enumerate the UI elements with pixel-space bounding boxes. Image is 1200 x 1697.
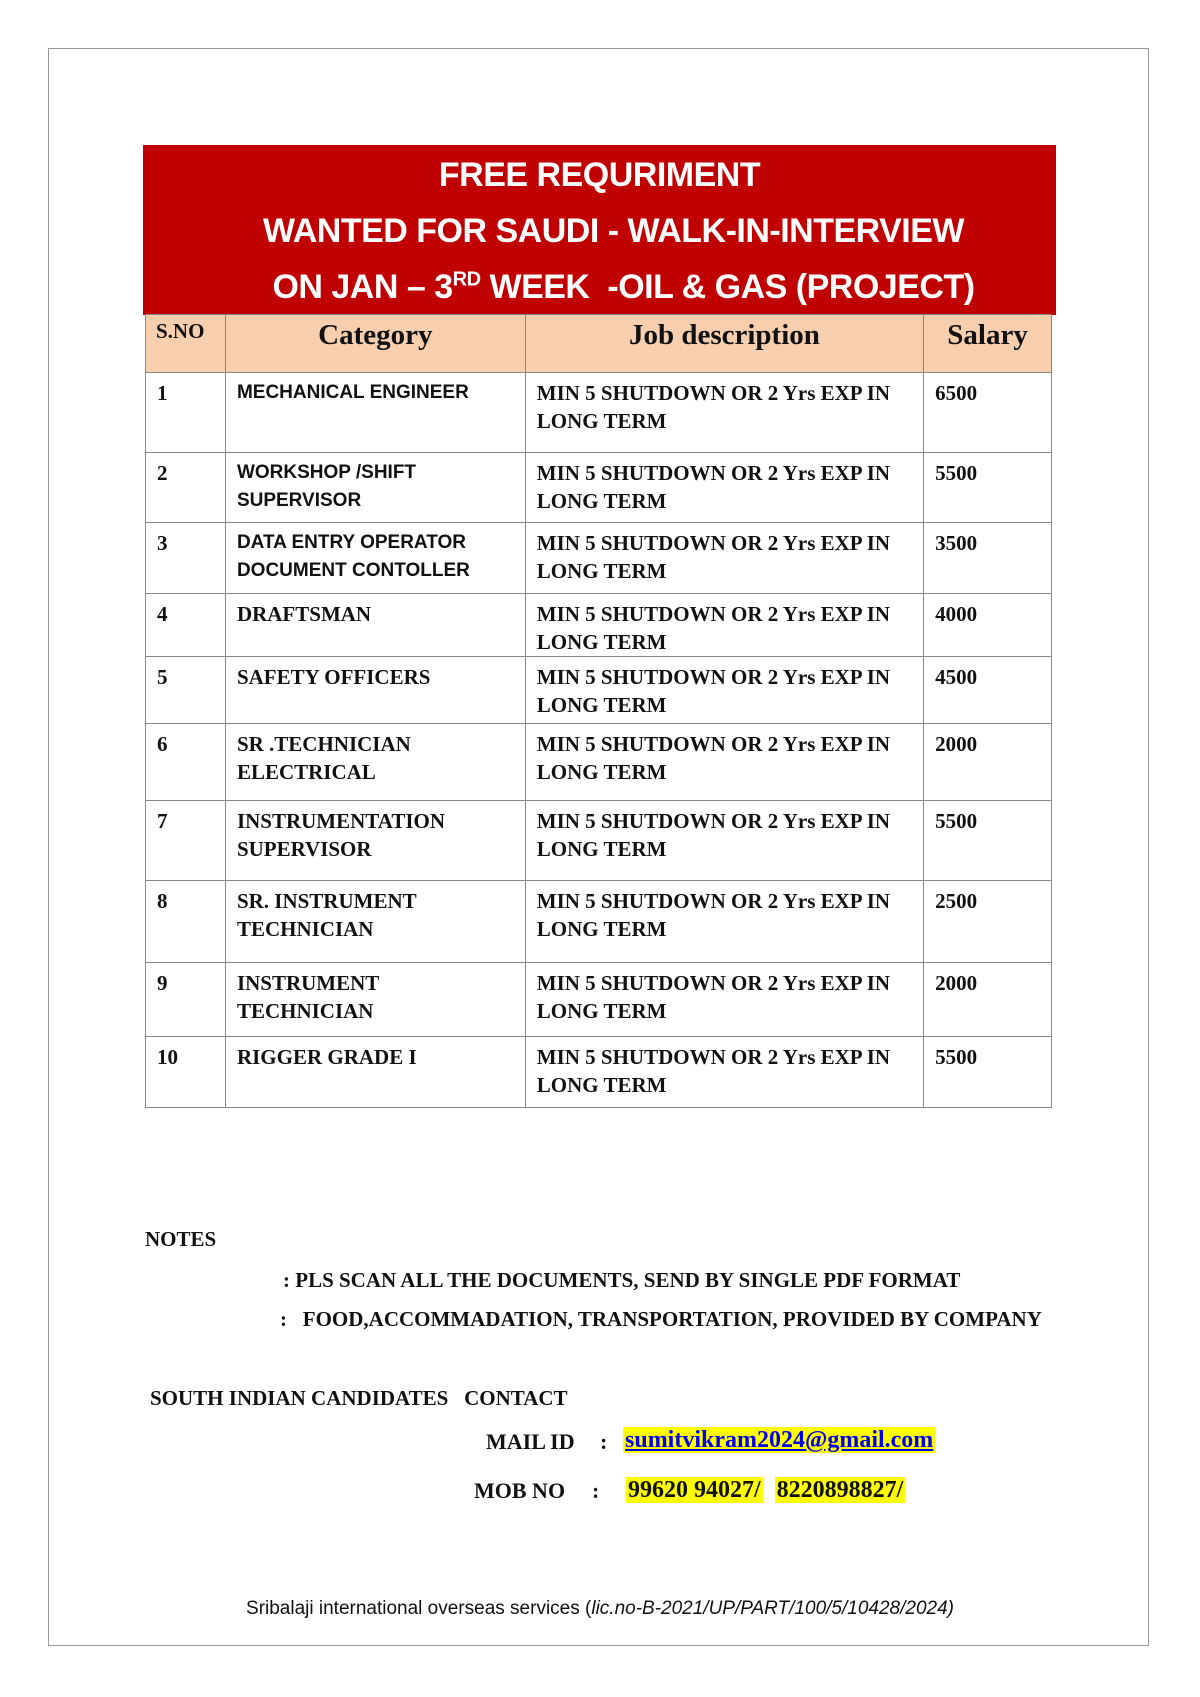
cell-job-description: MIN 5 SHUTDOWN OR 2 Yrs EXP IN LONG TERM: [524, 452, 925, 523]
cell-sno: 5: [145, 656, 226, 724]
cell-category: RIGGER GRADE I: [224, 1036, 526, 1108]
cell-category: INSTRUMENT TECHNICIAN: [224, 962, 526, 1037]
email-field: sumitvikram2024@gmail.com: [623, 1427, 936, 1454]
note-item: : FOOD,ACCOMMADATION, TRANSPORTATION, PR…: [280, 1307, 1042, 1331]
cell-salary: 3500: [923, 522, 1052, 594]
cell-job-description: MIN 5 SHUTDOWN OR 2 Yrs EXP IN LONG TERM: [524, 880, 925, 963]
cell-job-description: MIN 5 SHUTDOWN OR 2 Yrs EXP IN LONG TERM: [524, 593, 925, 657]
page-border: [48, 48, 1149, 1646]
footer-license: lic.no-B-2021/UP/PART/100/5/10428/2024): [591, 1598, 954, 1619]
table-row: 1 MECHANICAL ENGINEER MIN 5 SHUTDOWN OR 2 …: [145, 372, 1052, 453]
cell-category: WORKSHOP /SHIFT SUPERVISOR: [224, 452, 526, 523]
jobs-table: S.NO Category Job description Salary 1 ME…: [145, 314, 1052, 1108]
cell-salary: 2000: [923, 723, 1052, 801]
table-row: 9 INSTRUMENT TECHNICIAN MIN 5 SHUTDOWN OR …: [145, 962, 1052, 1037]
cell-sno: 2: [145, 452, 226, 523]
header-category: Category: [224, 314, 526, 373]
cell-category: MECHANICAL ENGINEER: [224, 372, 526, 453]
table-row: 3 DATA ENTRY OPERATOR DOCUMENT CONTOLLER M…: [145, 522, 1052, 594]
phone-1: 99620 94027/: [626, 1477, 763, 1503]
cell-job-description: MIN 5 SHUTDOWN OR 2 Yrs EXP IN LONG TERM: [524, 372, 925, 453]
cell-category: DRAFTSMAN: [224, 593, 526, 657]
cell-sno: 6: [145, 723, 226, 801]
cell-salary: 5500: [923, 800, 1052, 881]
mail-label: MAIL ID: [486, 1429, 575, 1454]
header-salary: Salary: [923, 314, 1052, 373]
cell-sno: 4: [145, 593, 226, 657]
mob-sep: :: [592, 1478, 600, 1503]
footer-company: Sribalaji international overseas service…: [246, 1598, 592, 1619]
banner-line-3-text: ON JAN – 3: [272, 268, 453, 306]
footer: Sribalaji international overseas service…: [0, 1598, 1200, 1620]
cell-category: SR. INSTRUMENT TECHNICIAN: [224, 880, 526, 963]
table-row: 10 RIGGER GRADE I MIN 5 SHUTDOWN OR 2 Yrs …: [145, 1036, 1052, 1108]
cell-sno: 8: [145, 880, 226, 963]
cell-sno: 9: [145, 962, 226, 1037]
cell-salary: 2000: [923, 962, 1052, 1037]
mail-sep: :: [600, 1429, 608, 1454]
cell-category: SAFETY OFFICERS: [224, 656, 526, 724]
table-header-row: S.NO Category Job description Salary: [145, 314, 1052, 373]
cell-category: INSTRUMENTATION SUPERVISOR: [224, 800, 526, 881]
banner-superscript: RD: [452, 268, 481, 291]
table-row: 7 INSTRUMENTATION SUPERVISOR MIN 5 SHUTDOW…: [145, 800, 1052, 881]
notes-title: NOTES: [145, 1227, 217, 1251]
cell-sno: 10: [145, 1036, 226, 1108]
note-item: : PLS SCAN ALL THE DOCUMENTS, SEND BY SI…: [283, 1268, 961, 1292]
cell-job-description: MIN 5 SHUTDOWN OR 2 Yrs EXP IN LONG TERM: [524, 723, 925, 801]
cell-job-description: MIN 5 SHUTDOWN OR 2 Yrs EXP IN LONG TERM: [524, 1036, 925, 1108]
cell-salary: 5500: [923, 452, 1052, 523]
title-banner: FREE REQURIMENT WANTED FOR SAUDI - WALK-…: [143, 145, 1056, 315]
cell-salary: 4000: [923, 593, 1052, 657]
banner-line-3: ON JAN – 3RD WEEK -OIL & GAS (PROJECT): [143, 259, 1056, 315]
cell-sno: 1: [145, 372, 226, 453]
table-row: 2 WORKSHOP /SHIFT SUPERVISOR MIN 5 SHUTDOW…: [145, 452, 1052, 523]
cell-sno: 7: [145, 800, 226, 881]
phone-numbers: 99620 94027/ 8220898827/: [626, 1477, 906, 1504]
banner-line-2: WANTED FOR SAUDI - WALK-IN-INTERVIEW: [263, 212, 965, 250]
header-job-description: Job description: [524, 314, 925, 373]
banner-line-3-rest: WEEK -OIL & GAS (PROJECT): [480, 268, 975, 306]
cell-salary: 2500: [923, 880, 1052, 963]
phone-2: 8220898827/: [774, 1477, 906, 1503]
mob-label: MOB NO: [474, 1478, 566, 1503]
cell-category: SR .TECHNICIAN ELECTRICAL: [224, 723, 526, 801]
cell-category: DATA ENTRY OPERATOR DOCUMENT CONTOLLER: [224, 522, 526, 594]
email-link[interactable]: sumitvikram2024@gmail.com: [623, 1427, 936, 1453]
cell-salary: 5500: [923, 1036, 1052, 1108]
cell-salary: 6500: [923, 372, 1052, 453]
cell-job-description: MIN 5 SHUTDOWN OR 2 Yrs EXP IN LONG TERM: [524, 522, 925, 594]
table-row: 5 SAFETY OFFICERS MIN 5 SHUTDOWN OR 2 Yrs …: [145, 656, 1052, 724]
cell-job-description: MIN 5 SHUTDOWN OR 2 Yrs EXP IN LONG TERM: [524, 962, 925, 1037]
cell-job-description: MIN 5 SHUTDOWN OR 2 Yrs EXP IN LONG TERM: [524, 800, 925, 881]
header-sno: S.NO: [145, 314, 226, 373]
banner-line-1: FREE REQURIMENT: [438, 156, 761, 194]
cell-job-description: MIN 5 SHUTDOWN OR 2 Yrs EXP IN LONG TERM: [524, 656, 925, 724]
table-row: 6 SR .TECHNICIAN ELECTRICAL MIN 5 SHUTDOWN…: [145, 723, 1052, 801]
cell-salary: 4500: [923, 656, 1052, 724]
contact-title: SOUTH INDIAN CANDIDATES CONTACT: [150, 1386, 568, 1410]
table-row: 8 SR. INSTRUMENT TECHNICIAN MIN 5 SHUTDOWN…: [145, 880, 1052, 963]
cell-sno: 3: [145, 522, 226, 594]
table-row: 4 DRAFTSMAN MIN 5 SHUTDOWN OR 2 Yrs EXP IN…: [145, 593, 1052, 657]
